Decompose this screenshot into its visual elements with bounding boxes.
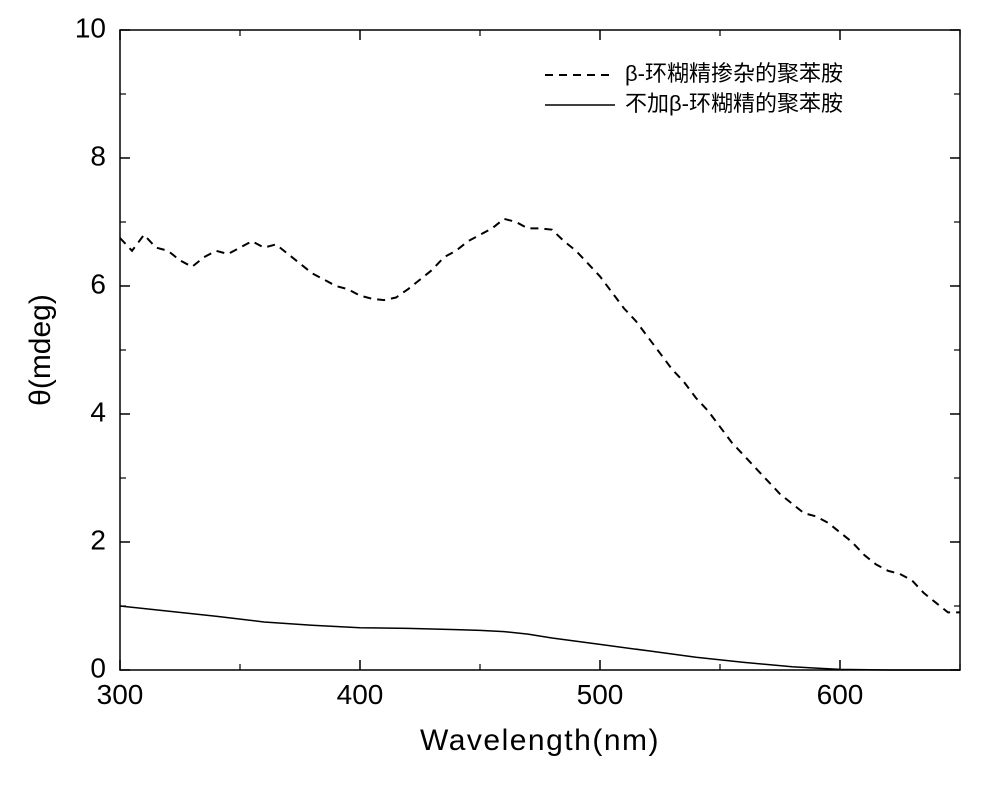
chart-container: 300 400 500 600 0 2 4 6 8 10 Wavelength(nm) θ(mdeg)… xyxy=(0,0,1000,796)
y-tick-label: 6 xyxy=(90,268,106,299)
x-tick-label: 400 xyxy=(337,679,384,710)
y-axis-label: θ(mdeg) xyxy=(24,294,57,406)
y-tick-label: 0 xyxy=(90,652,106,683)
y-tick-label: 8 xyxy=(90,140,106,171)
y-tick-label: 2 xyxy=(90,524,106,555)
chart-background xyxy=(0,0,1000,796)
y-tick-label: 4 xyxy=(90,396,106,427)
x-tick-label: 500 xyxy=(577,679,624,710)
x-tick-label: 600 xyxy=(817,679,864,710)
legend-label: 不加β-环糊精的聚苯胺 xyxy=(625,91,843,116)
cd-spectrum-chart: 300 400 500 600 0 2 4 6 8 10 Wavelength(nm) θ(mdeg)… xyxy=(0,0,1000,796)
x-tick-label: 300 xyxy=(97,679,144,710)
legend-label: β-环糊精掺杂的聚苯胺 xyxy=(625,61,843,86)
x-axis-label: Wavelength(nm) xyxy=(420,724,660,757)
y-tick-label: 10 xyxy=(75,12,106,43)
